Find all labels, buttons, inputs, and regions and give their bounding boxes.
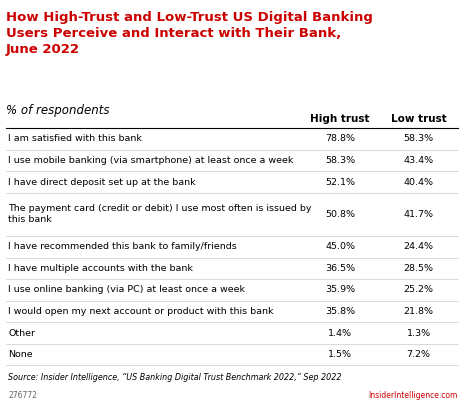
Text: 50.8%: 50.8%: [325, 210, 355, 219]
Text: 58.3%: 58.3%: [403, 134, 434, 143]
Text: The payment card (credit or debit) I use most often is issued by
this bank: The payment card (credit or debit) I use…: [8, 205, 312, 224]
Text: InsiderIntelligence.com: InsiderIntelligence.com: [368, 390, 458, 400]
Text: Source: Insider Intelligence, “US Banking Digital Trust Benchmark 2022,” Sep 202: Source: Insider Intelligence, “US Bankin…: [8, 373, 342, 382]
Text: 41.7%: 41.7%: [404, 210, 433, 219]
Text: I would open my next account or product with this bank: I would open my next account or product …: [8, 307, 274, 316]
Text: Other: Other: [8, 328, 35, 337]
Text: 28.5%: 28.5%: [404, 264, 433, 273]
Text: 58.3%: 58.3%: [325, 156, 355, 165]
Text: I use mobile banking (via smartphone) at least once a week: I use mobile banking (via smartphone) at…: [8, 156, 294, 165]
Text: % of respondents: % of respondents: [6, 104, 110, 117]
Text: Low trust: Low trust: [391, 114, 446, 124]
Text: 21.8%: 21.8%: [404, 307, 433, 316]
Text: 1.3%: 1.3%: [407, 328, 431, 337]
Text: I use online banking (via PC) at least once a week: I use online banking (via PC) at least o…: [8, 286, 245, 294]
Text: High trust: High trust: [311, 114, 370, 124]
Text: 35.9%: 35.9%: [325, 286, 355, 294]
Text: I have direct deposit set up at the bank: I have direct deposit set up at the bank: [8, 177, 196, 187]
Text: 276772: 276772: [8, 390, 37, 400]
Text: 52.1%: 52.1%: [325, 177, 355, 187]
Text: How High-Trust and Low-Trust US Digital Banking
Users Perceive and Interact with: How High-Trust and Low-Trust US Digital …: [6, 11, 373, 56]
Text: 25.2%: 25.2%: [404, 286, 433, 294]
Text: None: None: [8, 350, 33, 359]
Text: 43.4%: 43.4%: [403, 156, 434, 165]
Text: 35.8%: 35.8%: [325, 307, 355, 316]
Text: 78.8%: 78.8%: [325, 134, 355, 143]
Text: I have recommended this bank to family/friends: I have recommended this bank to family/f…: [8, 242, 237, 251]
Text: 7.2%: 7.2%: [407, 350, 431, 359]
Text: 1.5%: 1.5%: [328, 350, 352, 359]
Text: 36.5%: 36.5%: [325, 264, 355, 273]
Text: I have multiple accounts with the bank: I have multiple accounts with the bank: [8, 264, 193, 273]
Text: 45.0%: 45.0%: [325, 242, 355, 251]
Text: 1.4%: 1.4%: [328, 328, 352, 337]
Text: 40.4%: 40.4%: [404, 177, 433, 187]
Text: I am satisfied with this bank: I am satisfied with this bank: [8, 134, 142, 143]
Text: 24.4%: 24.4%: [404, 242, 433, 251]
